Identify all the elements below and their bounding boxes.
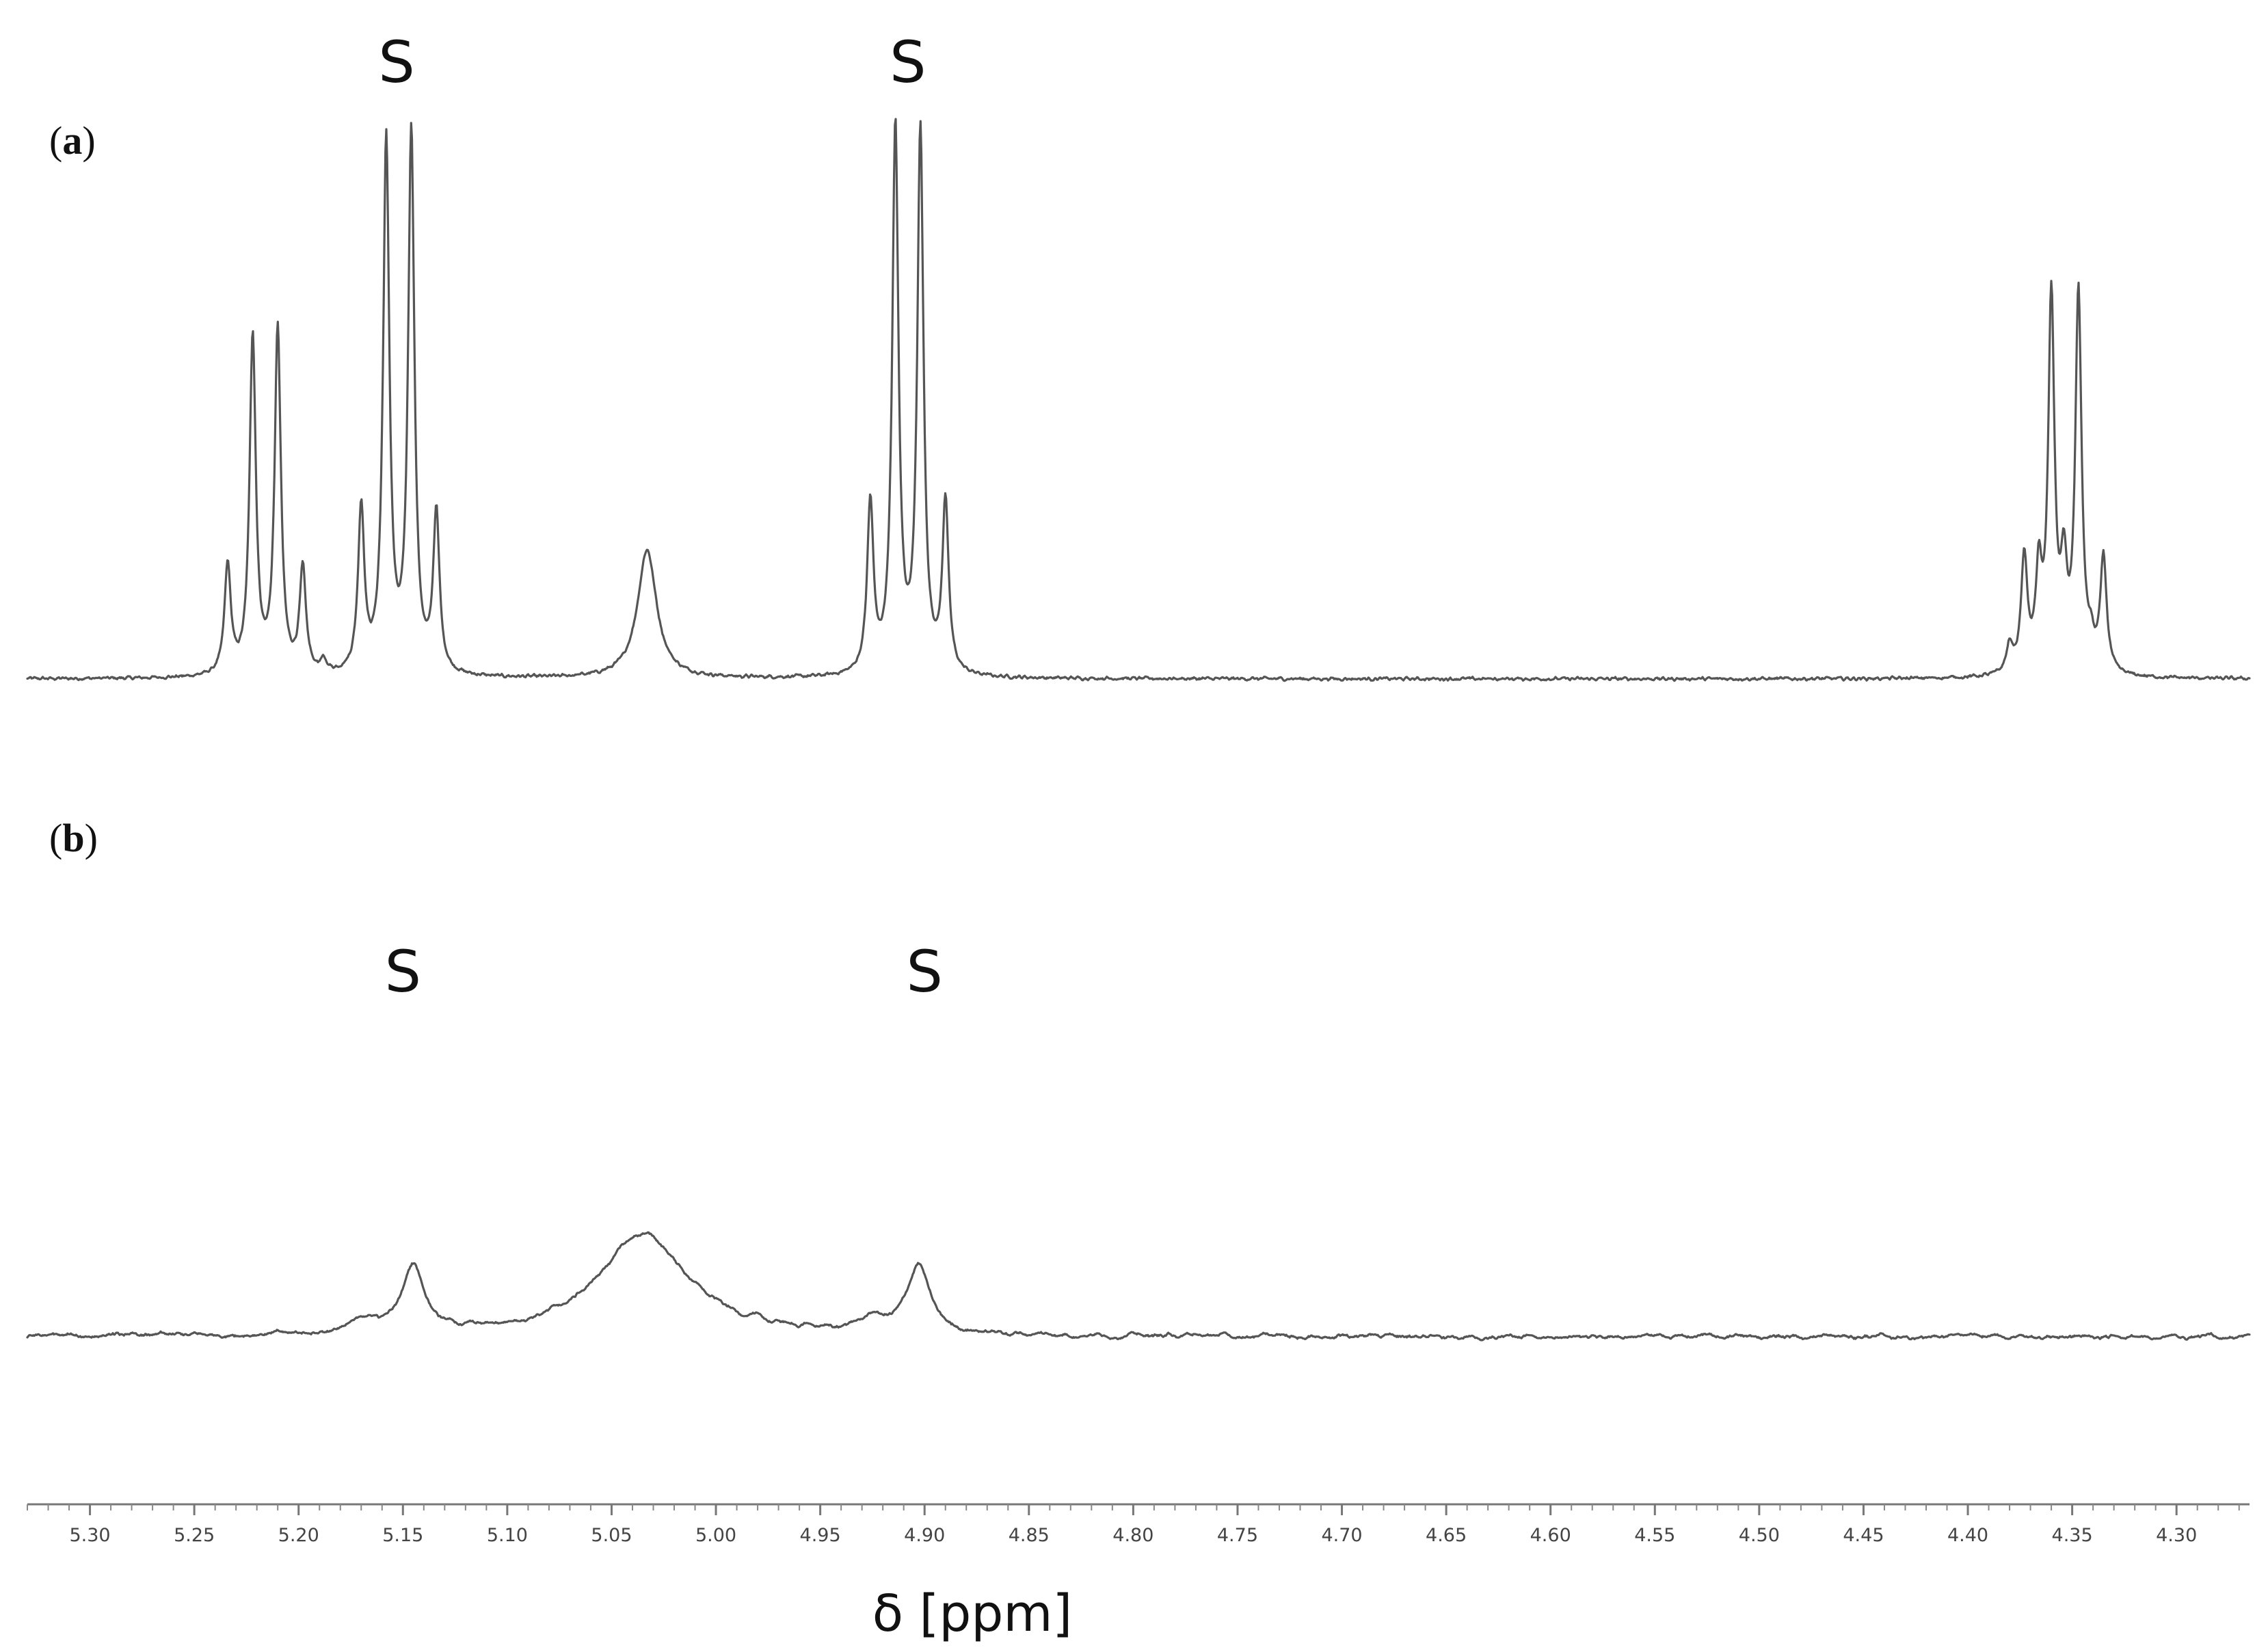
x-axis-minor-ticks bbox=[27, 1504, 2240, 1510]
x-tick-label: 5.20 bbox=[278, 1525, 319, 1546]
x-tick-label: 5.30 bbox=[69, 1525, 110, 1546]
x-tick-label: 5.05 bbox=[591, 1525, 632, 1546]
solvent-satellite-label-left-b: S bbox=[385, 938, 421, 1005]
x-tick-label: 4.35 bbox=[2052, 1525, 2093, 1546]
x-tick-label: 4.40 bbox=[1947, 1525, 1988, 1546]
x-tick-label: 4.50 bbox=[1739, 1525, 1780, 1546]
spectrum-trace-b bbox=[26, 1231, 2251, 1342]
solvent-satellite-label-right-a: S bbox=[890, 29, 926, 96]
solvent-satellite-label-left-a: S bbox=[378, 29, 414, 96]
x-axis-major-ticks bbox=[89, 1504, 2178, 1515]
x-tick-label: 4.75 bbox=[1217, 1525, 1258, 1546]
x-axis-tick-labels: 5.30 5.25 5.20 5.15 5.10 5.05 5.00 4.95 4.90 4.85… bbox=[69, 1525, 2197, 1546]
x-tick-label: 4.85 bbox=[1009, 1525, 1050, 1546]
x-tick-label: 4.30 bbox=[2156, 1525, 2197, 1546]
x-tick-label: 4.90 bbox=[904, 1525, 945, 1546]
panel-a: (a) S S bbox=[26, 29, 2251, 682]
x-tick-label: 4.70 bbox=[1321, 1525, 1362, 1546]
x-tick-label: 4.65 bbox=[1426, 1525, 1467, 1546]
x-axis-title: δ [ppm] bbox=[872, 1584, 1073, 1643]
panel-b-label: (b) bbox=[49, 816, 98, 860]
x-tick-label: 4.80 bbox=[1112, 1525, 1153, 1546]
spectrum-trace-a bbox=[26, 118, 2251, 682]
x-tick-label: 4.55 bbox=[1634, 1525, 1675, 1546]
solvent-satellite-label-right-b: S bbox=[907, 938, 943, 1005]
x-tick-label: 5.25 bbox=[174, 1525, 215, 1546]
x-tick-label: 5.00 bbox=[695, 1525, 736, 1546]
x-tick-label: 5.15 bbox=[382, 1525, 423, 1546]
x-tick-label: 4.45 bbox=[1843, 1525, 1884, 1546]
x-tick-label: 4.60 bbox=[1530, 1525, 1571, 1546]
x-axis: 5.30 5.25 5.20 5.15 5.10 5.05 5.00 4.95 4.90 4.85… bbox=[27, 1503, 2250, 1643]
x-tick-label: 4.95 bbox=[800, 1525, 841, 1546]
panel-a-label: (a) bbox=[49, 118, 96, 163]
x-tick-label: 5.10 bbox=[487, 1525, 528, 1546]
panel-b: (b) S S bbox=[26, 816, 2251, 1342]
